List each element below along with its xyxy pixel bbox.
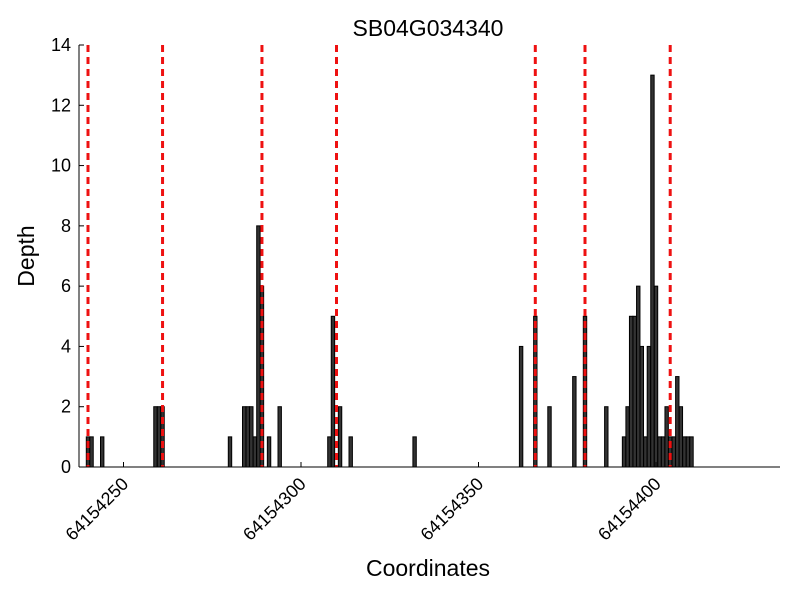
bar <box>646 345 652 468</box>
y-tick-label: 8 <box>61 216 71 236</box>
bar <box>277 406 282 468</box>
x-tick-label: 64154300 <box>239 474 310 545</box>
y-tick-label: 12 <box>51 95 71 115</box>
x-tick-label: 64154350 <box>417 474 488 545</box>
bar <box>671 436 676 468</box>
bar <box>156 406 162 468</box>
bar <box>682 436 687 468</box>
bar <box>675 376 680 468</box>
bar <box>412 436 417 468</box>
bar <box>330 315 336 468</box>
bar <box>639 345 644 468</box>
x-tick-label: 64154250 <box>62 474 133 545</box>
y-tick-label: 14 <box>51 35 71 55</box>
bar <box>632 315 637 468</box>
bar <box>653 285 659 468</box>
x-axis-title: Coordinates <box>366 555 490 581</box>
x-tick-label: 64154400 <box>594 474 665 545</box>
chart-title: SB04G034340 <box>353 15 504 41</box>
bar <box>628 315 634 468</box>
bar <box>643 436 648 468</box>
bar <box>604 406 609 468</box>
bar <box>153 406 158 468</box>
y-tick-label: 10 <box>51 156 71 176</box>
bar <box>572 376 577 468</box>
bar <box>664 406 669 468</box>
bar <box>242 406 247 468</box>
bar <box>625 406 630 468</box>
axes <box>78 45 780 468</box>
bar <box>348 436 353 468</box>
y-axis-title: Depth <box>13 225 39 286</box>
bar <box>518 345 524 468</box>
bar <box>650 74 655 468</box>
bar <box>660 436 666 468</box>
bar <box>252 436 258 468</box>
bar <box>266 436 272 468</box>
y-tick-label: 0 <box>61 457 71 477</box>
bar <box>657 436 662 468</box>
bar <box>689 436 694 468</box>
y-ticks: 0 2 4 6 8 10 12 14 <box>51 35 84 477</box>
bar <box>678 406 684 468</box>
y-tick-label: 6 <box>61 276 71 296</box>
bar <box>256 225 261 468</box>
bar-series <box>85 74 694 468</box>
bar <box>89 436 94 468</box>
bar <box>547 406 552 468</box>
bar <box>337 406 343 468</box>
bar <box>327 436 332 468</box>
bar <box>227 436 233 468</box>
bar <box>100 436 105 468</box>
bar <box>245 406 250 468</box>
marker-lines <box>86 45 672 467</box>
y-tick-label: 2 <box>61 397 71 417</box>
bar <box>685 436 691 468</box>
y-tick-label: 4 <box>61 336 71 356</box>
bar <box>636 285 641 468</box>
bar <box>249 406 254 468</box>
x-ticks: 64154250 64154300 64154350 64154400 <box>62 462 665 544</box>
bar <box>621 436 627 468</box>
